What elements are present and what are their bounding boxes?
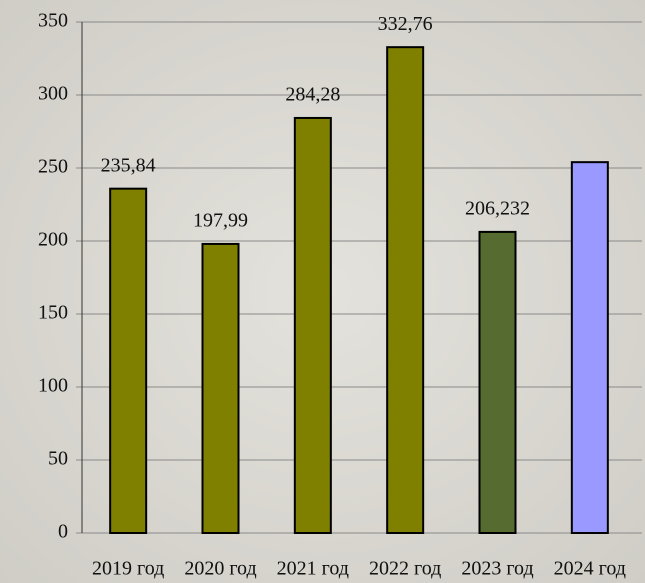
value-label: 197,99 bbox=[193, 210, 248, 232]
bar bbox=[201, 242, 240, 534]
x-tick-label: 2024 год bbox=[554, 558, 626, 580]
bar bbox=[570, 161, 609, 534]
x-tick-label: 2022 год bbox=[369, 558, 441, 580]
x-tick-label: 2021 год bbox=[277, 558, 349, 580]
value-label: 284,28 bbox=[285, 84, 340, 106]
x-tick-label: 2023 год bbox=[461, 558, 533, 580]
y-tick-label: 50 bbox=[48, 448, 68, 470]
bar bbox=[478, 230, 517, 534]
y-tick-label: 200 bbox=[38, 229, 68, 251]
y-tick-label: 100 bbox=[38, 375, 68, 397]
value-label: 235,84 bbox=[101, 154, 156, 176]
y-tick-label: 150 bbox=[38, 302, 68, 324]
x-tick-label: 2020 год bbox=[184, 558, 256, 580]
value-label: 332,76 bbox=[378, 13, 433, 35]
y-tick-label: 350 bbox=[38, 10, 68, 32]
x-tick-label: 2019 год bbox=[92, 558, 164, 580]
bar bbox=[386, 46, 425, 534]
y-tick-label: 300 bbox=[38, 83, 68, 105]
bar bbox=[293, 116, 332, 534]
y-tick-label: 250 bbox=[38, 156, 68, 178]
y-tick-label: 0 bbox=[58, 521, 68, 543]
value-label: 206,232 bbox=[465, 197, 530, 219]
bar bbox=[109, 187, 148, 534]
